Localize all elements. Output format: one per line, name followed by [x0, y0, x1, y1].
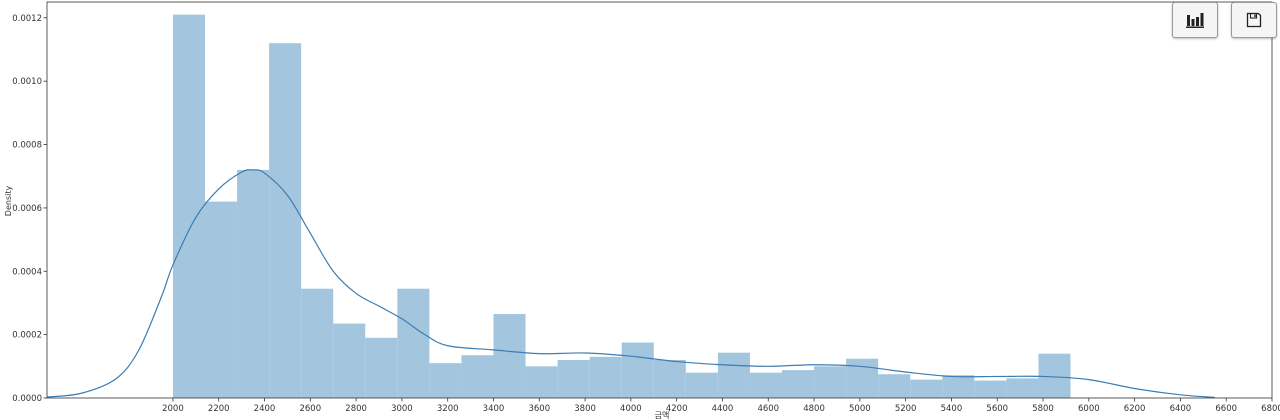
axes — [46, 1, 1273, 399]
x-tick-label: 2600 — [299, 404, 321, 414]
histogram-bar — [942, 375, 975, 398]
histogram-bar — [493, 314, 526, 398]
histogram-bar — [749, 372, 782, 398]
histogram-bar — [172, 14, 205, 398]
kde-curve — [46, 169, 1215, 398]
x-tick-label: 3200 — [437, 404, 459, 414]
x-axis-label: 금액 — [655, 410, 670, 420]
x-tick-label: 3400 — [483, 404, 505, 414]
y-tick-label: 0.0002 — [12, 331, 42, 341]
histogram-bar — [333, 323, 366, 398]
histogram-bar — [204, 201, 238, 398]
x-tick-label: 6600 — [1215, 404, 1237, 414]
x-tick-label: 4200 — [666, 404, 688, 414]
histogram-bar — [557, 359, 590, 398]
y-tick-label: 0.0008 — [12, 141, 42, 151]
histogram-bar — [1038, 353, 1071, 398]
x-tick-label: 2200 — [208, 404, 230, 414]
histogram-bar — [621, 342, 654, 398]
save-button[interactable] — [1231, 2, 1277, 38]
x-tick-label: 5200 — [895, 404, 917, 414]
floppy-disk-icon — [1246, 12, 1262, 28]
x-axis-ticks: 2000 2200 2400 2600 2800 3000 3200 3400 3600 3800… — [162, 398, 1280, 414]
x-tick-label: 2400 — [254, 404, 276, 414]
histogram-bar — [974, 380, 1007, 398]
histogram-bar — [814, 366, 847, 398]
y-tick-label: 0.0006 — [12, 204, 42, 214]
y-tick-label: 0.0010 — [12, 77, 42, 87]
x-tick-label: 4400 — [712, 404, 734, 414]
histogram-bars — [172, 14, 1071, 399]
x-tick-label: 3800 — [574, 404, 596, 414]
plot-frame — [46, 1, 1273, 399]
y-axis-label: Density — [4, 186, 13, 217]
x-tick-label: 3000 — [391, 404, 413, 414]
histogram-bar — [685, 372, 718, 398]
x-tick-label: 6000 — [1078, 404, 1100, 414]
x-tick-label: 5600 — [986, 404, 1008, 414]
histogram-bar — [365, 337, 398, 398]
histogram-bar — [301, 288, 334, 398]
chart-view-button[interactable] — [1172, 2, 1218, 38]
x-tick-label: 5000 — [849, 404, 871, 414]
histogram-bar — [237, 169, 270, 398]
bar-chart-icon — [1186, 12, 1204, 28]
histogram-bar — [397, 288, 430, 398]
histogram-bar — [461, 355, 494, 398]
histogram-bar — [878, 374, 911, 398]
histogram-bar — [782, 370, 815, 398]
x-tick-label: 5400 — [941, 404, 963, 414]
histogram-bar — [846, 358, 879, 398]
x-tick-label: 6200 — [1124, 404, 1146, 414]
histogram-bar — [429, 363, 462, 398]
x-tick-label: 4000 — [620, 404, 642, 414]
y-tick-label: 0.0012 — [12, 14, 42, 24]
histogram-bar — [269, 43, 302, 399]
x-tick-label: 5800 — [1032, 404, 1054, 414]
histogram-bar — [653, 359, 686, 398]
x-tick-label: 6400 — [1170, 404, 1192, 414]
histogram-bar — [589, 356, 622, 398]
x-tick-label: 4600 — [757, 404, 779, 414]
x-tick-label: 3600 — [528, 404, 550, 414]
x-tick-label: 2000 — [162, 404, 184, 414]
histogram-bar — [910, 379, 943, 398]
y-tick-label: 0.0000 — [12, 394, 42, 404]
histogram-bar — [525, 366, 558, 398]
y-tick-label: 0.0004 — [12, 267, 42, 277]
histogram-bar — [717, 352, 750, 398]
x-tick-label: 4800 — [803, 404, 825, 414]
histogram-bar — [1006, 378, 1039, 398]
y-axis-ticks: 0.0000 0.0002 0.0004 0.0006 0.0008 0.0010 0.00… — [12, 14, 47, 404]
x-tick-label: 2800 — [345, 404, 367, 414]
